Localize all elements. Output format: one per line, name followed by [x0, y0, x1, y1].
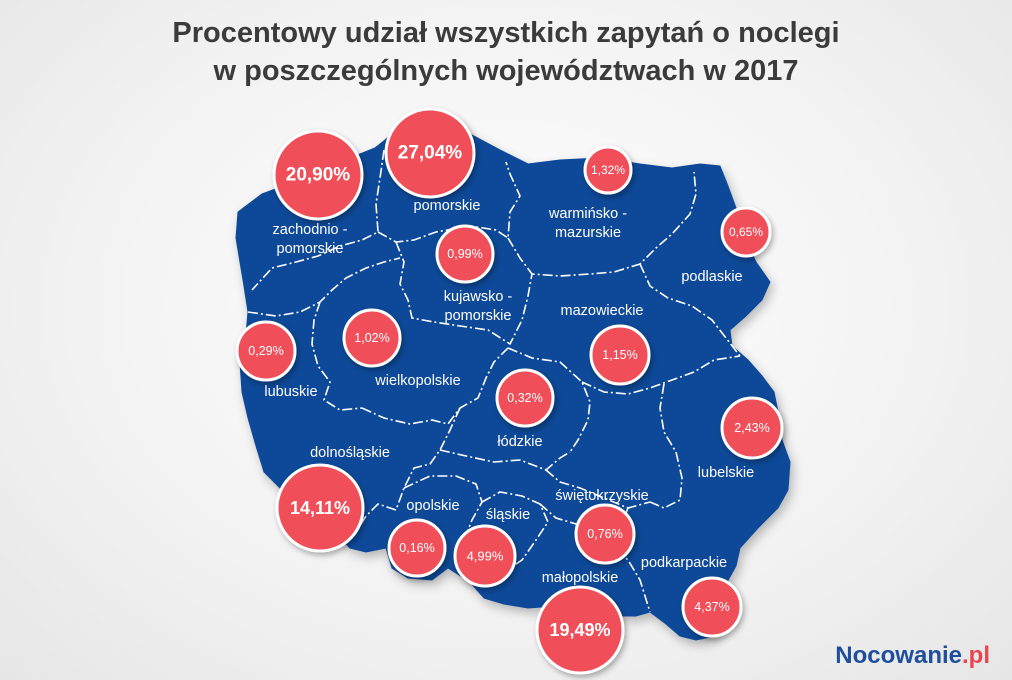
brand-logo: Nocowanie.pl [835, 642, 990, 670]
region-label-line1: pomorskie [414, 198, 481, 214]
region-label-line1: małopolskie [542, 570, 619, 586]
title-line-1: Procentowy udział wszystkich zapytań o n… [172, 17, 840, 49]
brand-tld: .pl [962, 642, 990, 669]
bubble-value: 0,32% [507, 391, 542, 405]
bubble-circle [535, 585, 625, 675]
bubble-value: 1,02% [354, 331, 389, 345]
bubble-value: 4,99% [467, 549, 504, 564]
bubble-circle [583, 145, 633, 195]
share-bubble-mazowieckie: 1,15% [589, 324, 651, 386]
region-label-line2: pomorskie [445, 308, 512, 324]
region-label-podkarpackie: podkarpackie [641, 555, 727, 571]
share-bubble-malopolskie: 19,49% [535, 585, 625, 675]
share-bubble-swietokrzyskie: 0,76% [574, 503, 636, 565]
region-label-line1: opolskie [406, 498, 459, 514]
bubble-value: 0,76% [587, 527, 622, 541]
region-label-opolskie: opolskie [406, 498, 459, 514]
bubble-circle [342, 308, 402, 368]
region-label-line1: wielkopolskie [374, 373, 460, 389]
bubble-circle [720, 206, 772, 258]
share-bubble-dolnoslaskie: 14,11% [275, 463, 365, 553]
map-title: Procentowy udział wszystkich zapytań o n… [0, 14, 1012, 90]
bubble-value: 19,49% [549, 620, 610, 640]
region-label-line1: śląskie [486, 507, 530, 523]
region-label-line1: dolnośląskie [310, 445, 390, 461]
region-label-podlaskie: podlaskie [681, 269, 742, 285]
share-bubble-warminsko-mazurskie: 1,32% [583, 145, 633, 195]
share-bubble-lodzkie: 0,32% [495, 368, 555, 428]
bubble-value: 0,29% [248, 344, 283, 358]
bubble-circle [387, 518, 447, 578]
bubble-value: 0,65% [729, 225, 763, 239]
bubble-value: 0,99% [447, 247, 482, 261]
bubble-value: 0,16% [399, 541, 434, 555]
region-label-lubuskie: lubuskie [264, 384, 317, 400]
bubble-circle [589, 324, 651, 386]
region-label-line1: warmińsko - [548, 206, 627, 222]
bubble-circle [235, 320, 297, 382]
share-bubble-slaskie: 4,99% [453, 524, 517, 588]
region-label-line1: łódzkie [497, 434, 542, 450]
share-bubble-podlaskie: 0,65% [720, 206, 772, 258]
region-label-line1: lubelskie [698, 465, 754, 481]
brand-name: Nocowanie [835, 642, 962, 669]
region-label-line2: pomorskie [277, 241, 344, 257]
region-label-line1: zachodnio - [273, 222, 348, 238]
bubble-value: 14,11% [290, 498, 350, 518]
bubble-value: 2,43% [734, 421, 769, 435]
region-label-kujawsko-pomorskie: kujawsko - pomorskie [444, 289, 513, 324]
region-label-line1: podlaskie [681, 269, 742, 285]
share-bubble-lubelskie: 2,43% [720, 396, 784, 460]
region-label-line1: świętokrzyskie [555, 488, 648, 504]
region-label-malopolskie: małopolskie [542, 570, 619, 586]
bubble-circle [275, 463, 365, 553]
title-line-2: w poszczególnych województwach w 2017 [213, 55, 799, 87]
bubble-circle [495, 368, 555, 428]
region-label-pomorskie: pomorskie [414, 198, 481, 214]
voivodeship-borders [247, 149, 741, 613]
region-label-zachodniopomorskie: zachodnio - pomorskie [273, 222, 348, 257]
bubble-circle [453, 524, 517, 588]
region-label-wielkopolskie: wielkopolskie [374, 373, 460, 389]
region-label-swietokrzyskie: świętokrzyskie [555, 488, 648, 504]
bubble-value: 1,15% [602, 348, 637, 362]
bubble-circle [720, 396, 784, 460]
region-label-line1: kujawsko - [444, 289, 513, 305]
share-bubble-lubuskie: 0,29% [235, 320, 297, 382]
region-label-mazowieckie: mazowieckie [561, 303, 644, 319]
region-label-line1: lubuskie [264, 384, 317, 400]
bubble-value: 27,04% [398, 143, 463, 164]
region-label-lubelskie: lubelskie [698, 465, 754, 481]
region-label-warminsko-mazurskie: warmińsko - mazurskie [548, 206, 627, 241]
share-bubble-pomorskie: 27,04% [384, 107, 476, 199]
bubble-circle [574, 503, 636, 565]
bubble-value: 4,37% [694, 600, 729, 614]
bubble-circle [435, 224, 495, 284]
bubble-circle [384, 107, 476, 199]
region-labels: zachodnio - pomorskie pomorskie warmińsko -… [264, 198, 754, 586]
share-bubble-opolskie: 0,16% [387, 518, 447, 578]
bubble-circle [272, 129, 364, 221]
bubble-value: 20,90% [286, 165, 351, 186]
bubble-value: 1,32% [591, 163, 625, 177]
share-bubble-podkarpackie: 4,37% [681, 576, 743, 638]
share-bubbles: 20,90% 27,04% 1,32% 0,65% 0,99% 0,29% 1,02% 1,1… [235, 107, 784, 675]
region-label-slaskie: śląskie [486, 507, 530, 523]
share-bubble-wielkopolskie: 1,02% [342, 308, 402, 368]
share-bubble-kujawsko-pomorskie: 0,99% [435, 224, 495, 284]
region-label-line1: mazowieckie [561, 303, 644, 319]
bubble-circle [681, 576, 743, 638]
region-label-line1: podkarpackie [641, 555, 727, 571]
share-bubble-zachodniopomorskie: 20,90% [272, 129, 364, 221]
region-label-line2: mazurskie [555, 225, 621, 241]
region-label-lodzkie: łódzkie [497, 434, 542, 450]
region-label-dolnoslaskie: dolnośląskie [310, 445, 390, 461]
